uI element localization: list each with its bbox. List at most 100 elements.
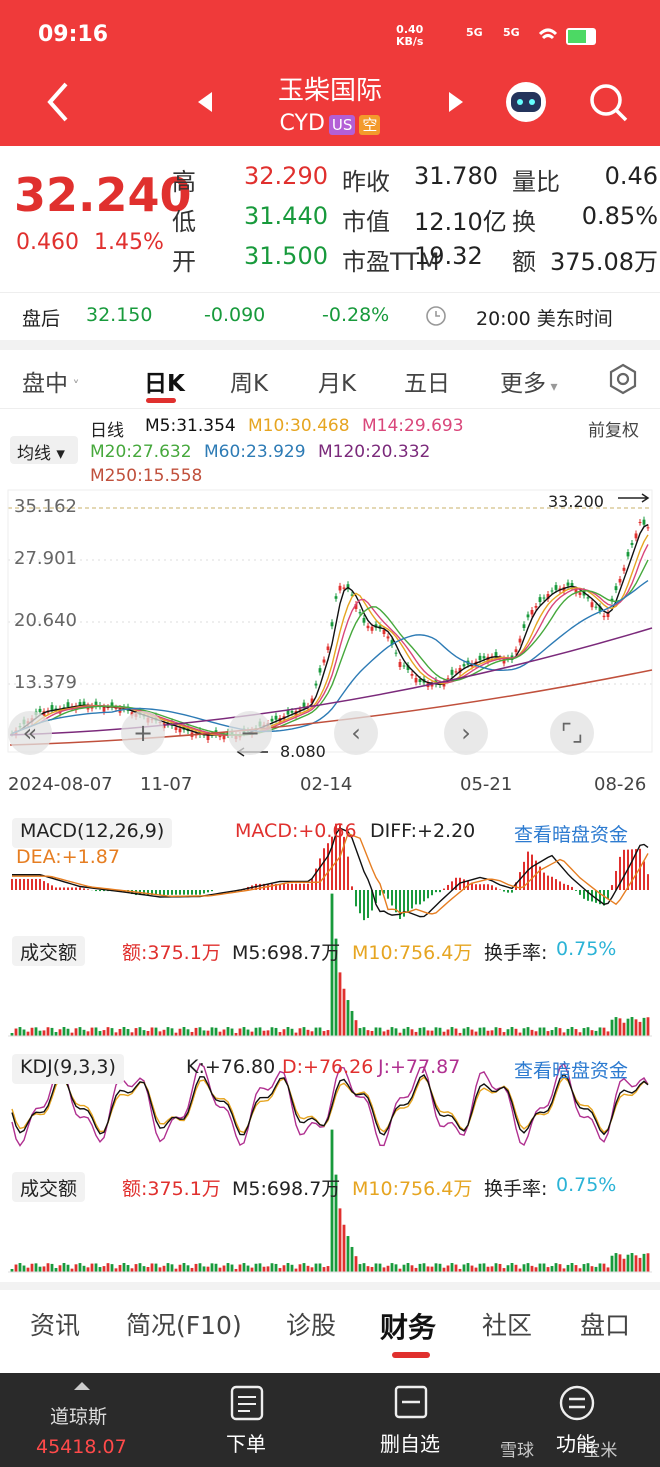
- candle: [570, 583, 574, 587]
- volume-bar: [478, 1263, 482, 1272]
- chart-control[interactable]: [444, 711, 488, 755]
- volume-bar: [378, 1027, 382, 1036]
- candle: [454, 671, 458, 673]
- candle: [634, 533, 638, 539]
- ma-line: [9, 627, 653, 736]
- chart-control[interactable]: [550, 711, 594, 755]
- stat-label: 开: [172, 248, 196, 276]
- section-tab[interactable]: 简况(F10): [126, 1311, 242, 1340]
- index-name[interactable]: 道琼斯: [50, 1406, 108, 1428]
- volume-bar: [430, 1266, 434, 1272]
- search-handle: [614, 108, 628, 122]
- period-tab[interactable]: 日K: [144, 371, 185, 397]
- section-tab[interactable]: 诊股: [286, 1311, 337, 1340]
- next-stock[interactable]: [449, 92, 463, 112]
- period-tab[interactable]: 月K: [318, 371, 357, 397]
- volume-bar: [502, 1268, 506, 1272]
- section-tab[interactable]: 社区: [482, 1311, 533, 1340]
- volume-bar: [90, 1263, 94, 1272]
- function-label[interactable]: 功能: [556, 1432, 596, 1456]
- volume-bar: [322, 1031, 326, 1036]
- volume-bar: [126, 1265, 130, 1272]
- volume-bar: [522, 1264, 526, 1272]
- volume-bar: [42, 1266, 46, 1272]
- volume-bar: [566, 1264, 570, 1272]
- volume-bar: [518, 1032, 522, 1036]
- panel-value: M5:698.7万: [232, 942, 341, 964]
- volume-bar: [218, 1031, 222, 1036]
- volume-bar: [546, 1267, 550, 1272]
- panel-name[interactable]: KDJ(9,3,3): [12, 1054, 124, 1084]
- volume-bar: [446, 1029, 450, 1036]
- chart-control[interactable]: [121, 711, 165, 755]
- volume-bar: [190, 1267, 194, 1272]
- chart-control[interactable]: [228, 711, 272, 755]
- section-tab[interactable]: 财务: [380, 1311, 437, 1344]
- remove-icon[interactable]: [394, 1385, 428, 1419]
- prev-stock[interactable]: [198, 92, 212, 112]
- chart-control[interactable]: [334, 711, 378, 755]
- volume-bar: [614, 1017, 618, 1036]
- stat-value: 32.290: [244, 162, 328, 190]
- volume-bar: [554, 1263, 558, 1272]
- volume-bar: [266, 1030, 270, 1036]
- volume-bar: [578, 1268, 582, 1272]
- ma-value: M120:20.332: [318, 442, 431, 462]
- chart-control[interactable]: [8, 711, 52, 755]
- panel-name[interactable]: 成交额: [12, 936, 86, 966]
- stock-code: CYD US 空: [0, 111, 660, 136]
- volume-bar: [394, 1028, 398, 1036]
- section-tab[interactable]: 资讯: [30, 1311, 81, 1340]
- section-tab[interactable]: 盘口: [580, 1311, 631, 1340]
- volume-bar: [322, 1267, 326, 1272]
- volume-bar: [590, 1030, 594, 1036]
- volume-bar: [294, 1268, 298, 1272]
- candle: [302, 702, 306, 708]
- period-tab[interactable]: 盘中 ˅: [22, 371, 80, 397]
- candle: [462, 664, 466, 667]
- volume-bar: [42, 1030, 46, 1036]
- volume-bar: [298, 1028, 302, 1036]
- panel-name[interactable]: MACD(12,26,9): [12, 818, 173, 848]
- volume-bar: [194, 1263, 198, 1272]
- volume-bar: [10, 1269, 14, 1272]
- panel-name[interactable]: 成交额: [12, 1172, 86, 1202]
- candle: [642, 519, 646, 525]
- candle: [178, 728, 182, 733]
- order-icon[interactable]: [230, 1385, 264, 1421]
- volume-bar: [450, 1263, 454, 1272]
- volume-bar: [594, 1030, 598, 1036]
- volume-bar: [94, 1263, 98, 1272]
- order-label[interactable]: 下单: [226, 1432, 266, 1456]
- settings-button[interactable]: [606, 362, 640, 396]
- volume-bar: [602, 1263, 606, 1272]
- volume-bar: [110, 1264, 114, 1272]
- candle: [398, 662, 402, 667]
- volume-bar: [182, 1027, 186, 1036]
- volume-bar: [378, 1263, 382, 1272]
- candle: [482, 656, 486, 659]
- ticker: CYD: [279, 111, 325, 136]
- search-button[interactable]: [590, 84, 622, 116]
- volume-bar: [606, 1031, 610, 1036]
- volume-bar: [562, 1032, 566, 1036]
- period-tab[interactable]: 五日: [404, 371, 450, 397]
- battery-level: [568, 30, 586, 43]
- volume-bar: [610, 1019, 614, 1036]
- ma-button[interactable]: 均线 ▾: [10, 436, 78, 464]
- function-icon[interactable]: [559, 1385, 595, 1421]
- candle: [390, 640, 394, 645]
- remove-label[interactable]: 删自选: [380, 1432, 440, 1456]
- stat-value: 0.46: [604, 162, 658, 190]
- period-tab[interactable]: 更多 ▾: [500, 371, 558, 397]
- period-tab[interactable]: 周K: [230, 371, 269, 397]
- candle: [430, 683, 434, 687]
- back-button[interactable]: [47, 82, 68, 122]
- volume-bar: [626, 1018, 630, 1036]
- volume-bar: [394, 1264, 398, 1272]
- candle: [618, 578, 622, 583]
- volume-bar: [54, 1032, 58, 1036]
- candle: [114, 707, 118, 709]
- candle: [222, 735, 226, 740]
- volume-bar: [366, 1266, 370, 1272]
